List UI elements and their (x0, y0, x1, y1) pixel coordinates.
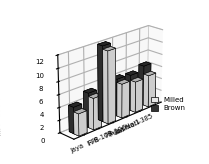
Legend: Milled, Brown: Milled, Brown (151, 97, 185, 111)
